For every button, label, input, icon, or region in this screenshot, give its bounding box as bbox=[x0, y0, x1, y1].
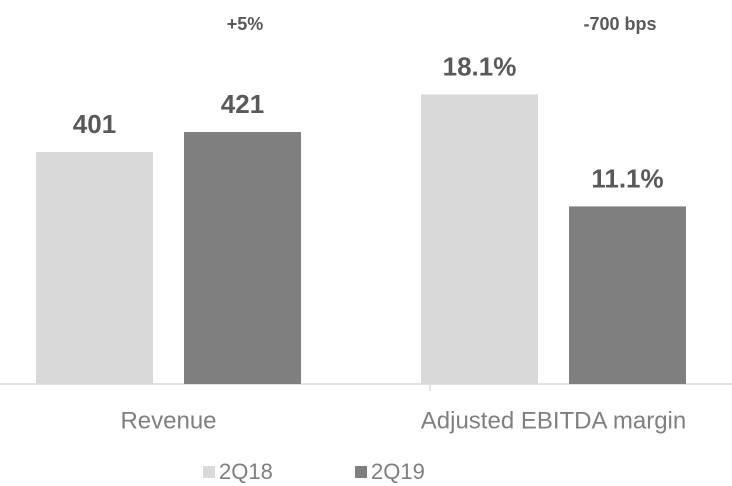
category-label: Adjusted EBITDA margin bbox=[421, 407, 686, 434]
bar bbox=[36, 152, 153, 384]
legend-label: 2Q19 bbox=[371, 459, 425, 484]
bar bbox=[184, 132, 301, 384]
legend-swatch bbox=[203, 466, 215, 478]
legend-swatch bbox=[355, 466, 367, 478]
bar bbox=[569, 206, 686, 384]
legend-label: 2Q18 bbox=[219, 459, 273, 484]
bar bbox=[421, 94, 538, 385]
value-label: 401 bbox=[73, 109, 116, 139]
value-label: 18.1% bbox=[443, 51, 517, 81]
annotation: -700 bps bbox=[583, 14, 656, 34]
value-label: 11.1% bbox=[591, 163, 663, 193]
value-label: 421 bbox=[221, 89, 264, 119]
category-label: Revenue bbox=[120, 407, 216, 434]
annotation: +5% bbox=[227, 14, 264, 34]
